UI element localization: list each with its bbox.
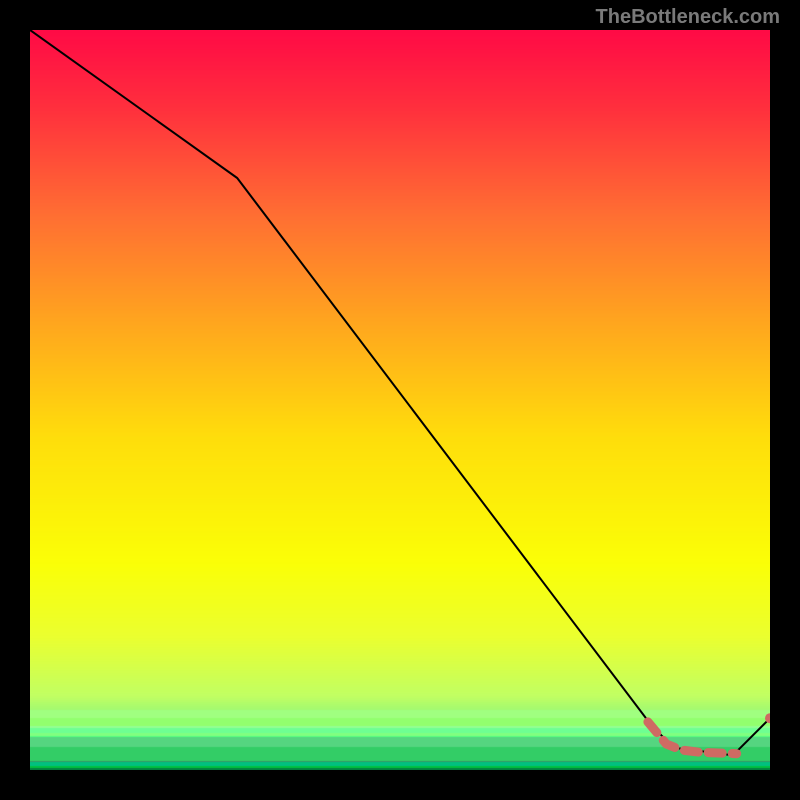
plot-area xyxy=(30,30,770,770)
chart-stage: TheBottleneck.com xyxy=(0,0,800,800)
watermark-text: TheBottleneck.com xyxy=(596,6,780,29)
highlight-segment xyxy=(648,722,737,754)
main-line xyxy=(30,30,770,755)
chart-svg xyxy=(30,30,770,770)
